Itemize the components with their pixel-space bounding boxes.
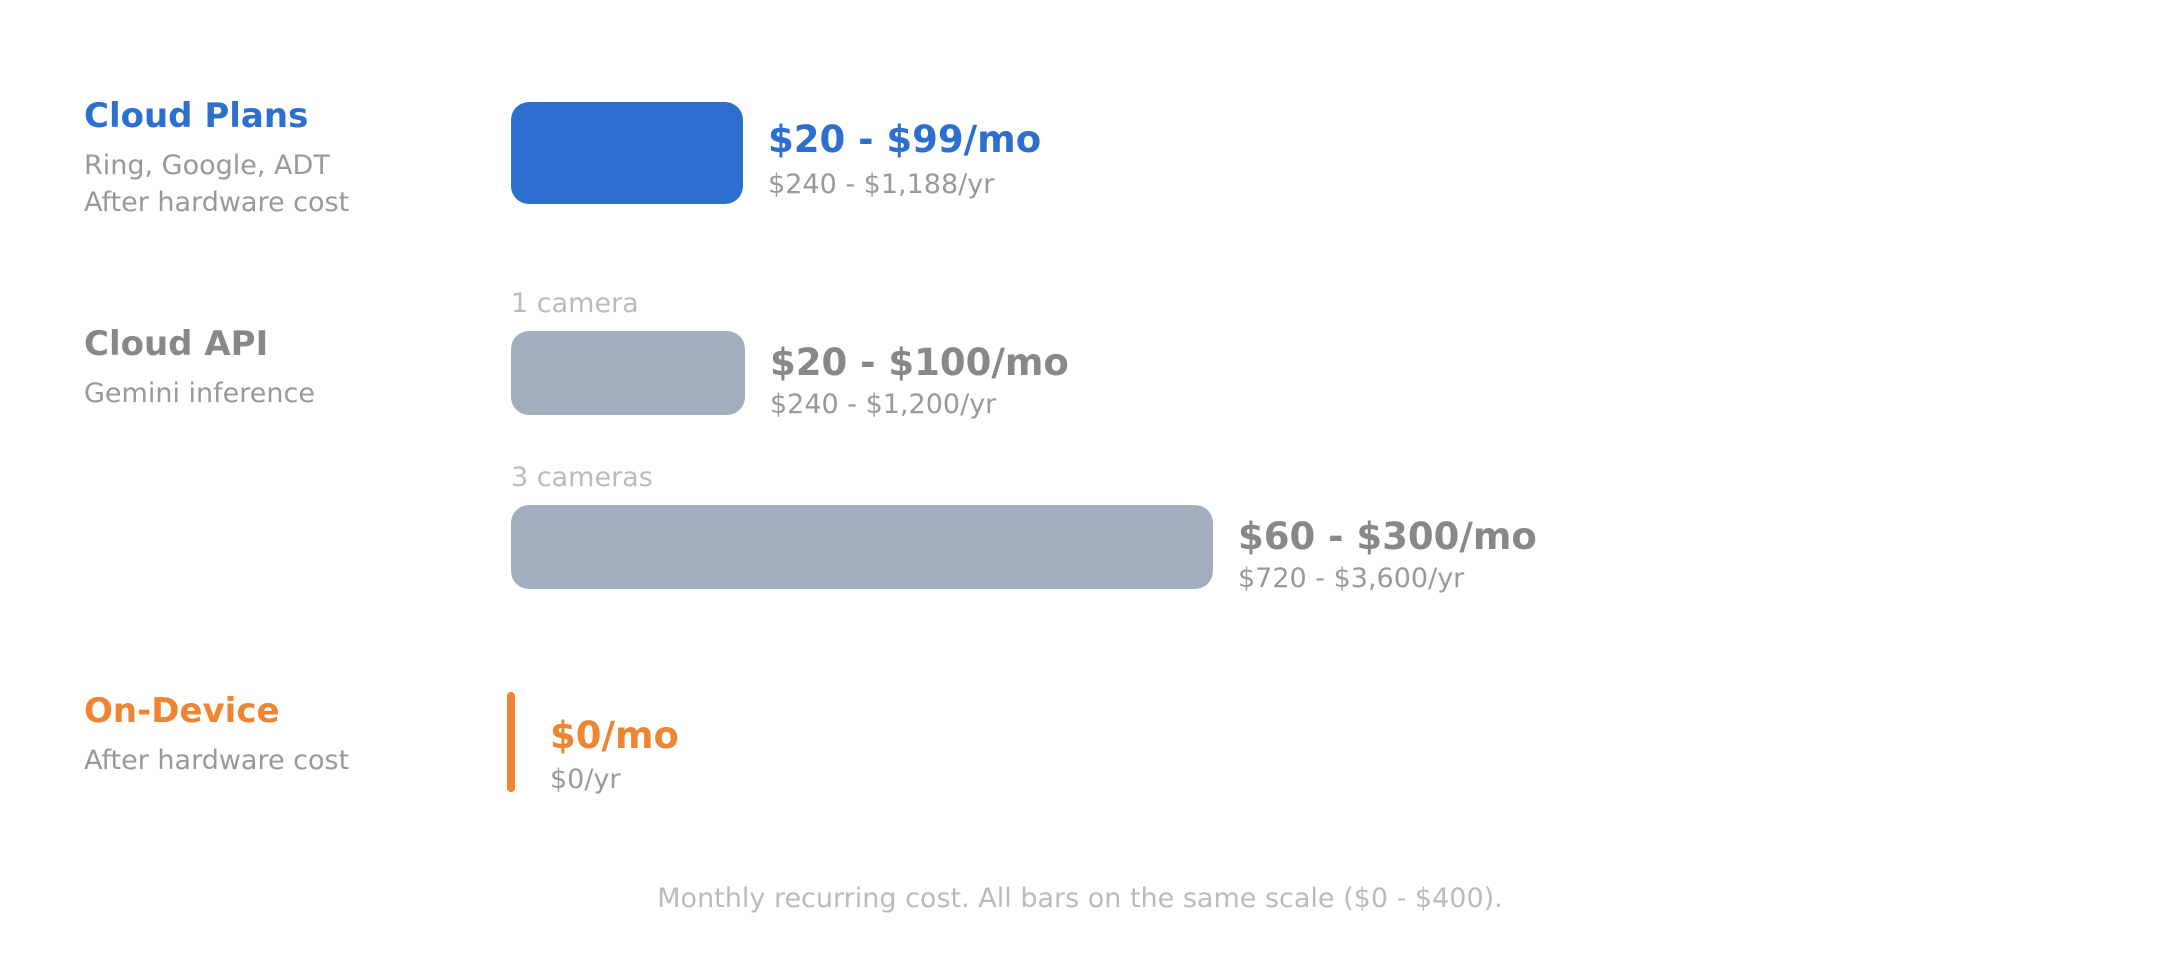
- on-device-title: On-Device: [84, 691, 280, 731]
- cloud-plans-yearly-label: $240 - $1,188/yr: [768, 169, 995, 200]
- on-device-zero-bar: [507, 692, 515, 792]
- cloud-api-3-cameras-caption: 3 cameras: [511, 462, 653, 493]
- cloud-api-1-camera-yearly-label: $240 - $1,200/yr: [770, 389, 997, 420]
- cloud-plans-monthly-label: $20 - $99/mo: [768, 118, 1042, 161]
- cloud-api-3-cameras-yearly-label: $720 - $3,600/yr: [1238, 563, 1465, 594]
- cloud-plans-subtitle-2: After hardware cost: [84, 187, 350, 218]
- cloud-api-title: Cloud API: [84, 324, 269, 364]
- cloud-plans-subtitle-1: Ring, Google, ADT: [84, 150, 330, 181]
- cloud-api-1-camera-caption: 1 camera: [511, 288, 639, 319]
- cloud-api-1-camera-bar: [511, 331, 745, 415]
- cloud-plans-bar: [511, 102, 744, 204]
- cloud-plans-title: Cloud Plans: [84, 96, 309, 136]
- cloud-api-1-camera-monthly-label: $20 - $100/mo: [770, 341, 1069, 384]
- cloud-api-3-cameras-bar: [511, 505, 1213, 589]
- cloud-api-subtitle: Gemini inference: [84, 378, 315, 409]
- cloud-api-3-cameras-monthly-label: $60 - $300/mo: [1238, 515, 1537, 558]
- on-device-monthly-label: $0/mo: [550, 714, 679, 757]
- on-device-subtitle: After hardware cost: [84, 745, 350, 776]
- chart-footnote: Monthly recurring cost. All bars on the …: [657, 883, 1503, 914]
- on-device-yearly-label: $0/yr: [550, 764, 621, 795]
